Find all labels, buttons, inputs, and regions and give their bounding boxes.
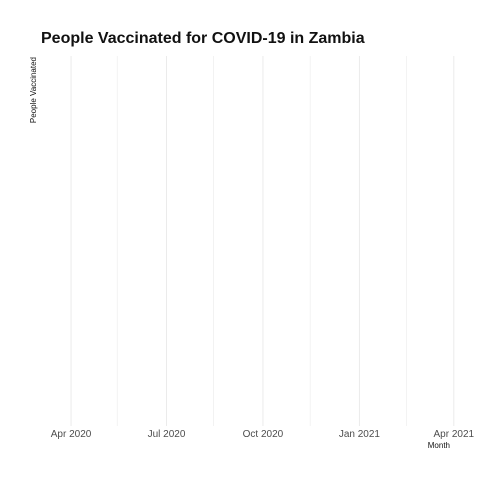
x-tick-label: Apr 2020 (51, 429, 92, 440)
y-axis-title: People Vaccinated (29, 57, 38, 123)
chart-title: People Vaccinated for COVID-19 in Zambia (41, 30, 365, 47)
x-axis-title: Month (428, 441, 450, 450)
x-tick-label: Jul 2020 (148, 429, 186, 440)
grid-layer (70, 56, 455, 426)
x-tick-label: Apr 2021 (434, 429, 475, 440)
x-tick-label: Oct 2020 (243, 429, 284, 440)
x-tick-label: Jan 2021 (339, 429, 381, 440)
x-tick-labels: Apr 2020 Jul 2020 Oct 2020 Jan 2021 Apr 2021 (51, 429, 475, 440)
